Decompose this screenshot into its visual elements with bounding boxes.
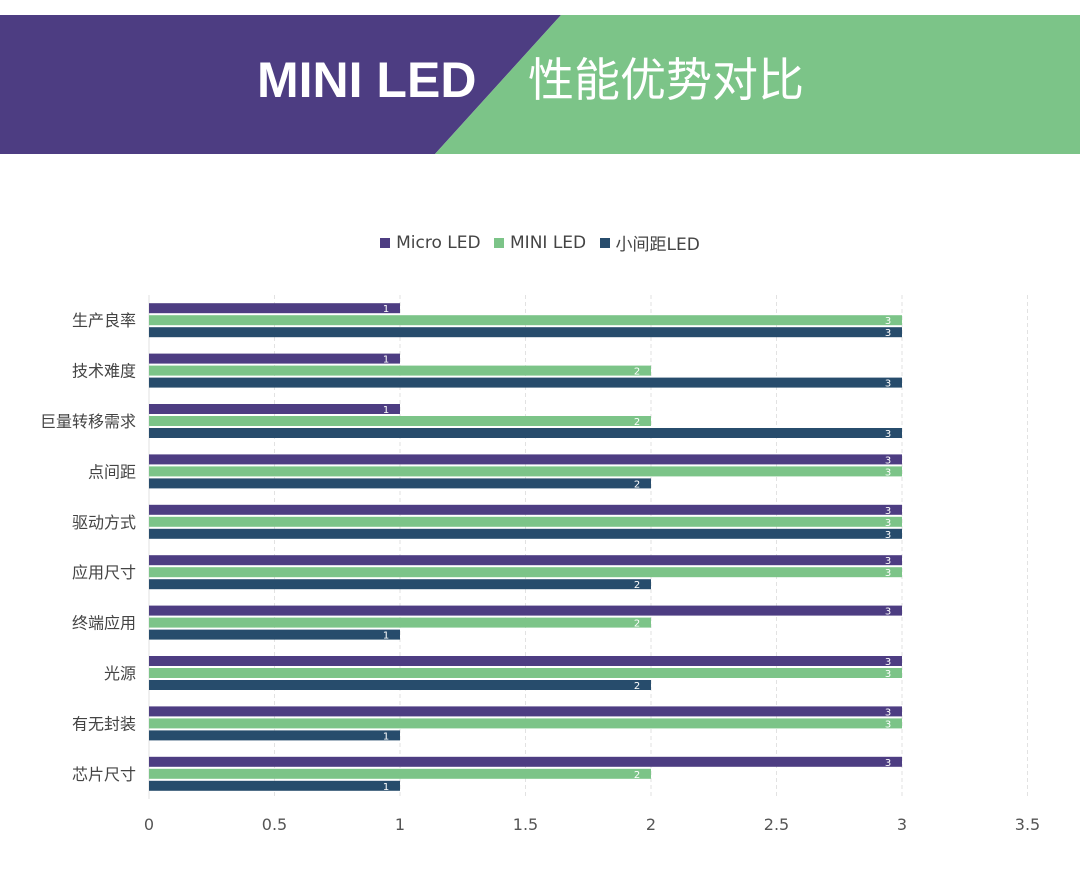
- bar: [149, 377, 902, 388]
- legend-item: 小间距LED: [599, 230, 700, 255]
- header-banner: [0, 15, 1080, 154]
- data-label: 2: [634, 619, 640, 630]
- bar: [149, 617, 651, 628]
- y-category-label: 巨量转移需求: [40, 412, 136, 431]
- bar: [149, 454, 902, 465]
- data-label: 2: [634, 417, 640, 428]
- bar: [149, 365, 651, 376]
- data-label: 3: [885, 657, 891, 668]
- data-label: 1: [383, 405, 389, 416]
- data-label: 2: [634, 580, 640, 591]
- data-label: 3: [885, 316, 891, 327]
- data-label: 3: [885, 467, 891, 478]
- data-label: 3: [885, 669, 891, 680]
- data-label: 3: [885, 758, 891, 769]
- bar: [149, 605, 902, 616]
- bar: [149, 730, 400, 741]
- data-label: 3: [885, 607, 891, 618]
- bar: [149, 768, 651, 779]
- data-label: 1: [383, 782, 389, 793]
- banner-right-panel: [435, 15, 1080, 154]
- bar: [149, 516, 902, 527]
- bar: [149, 327, 902, 338]
- x-tick-label: 3: [897, 815, 907, 834]
- data-label: 1: [383, 631, 389, 642]
- data-label: 3: [885, 506, 891, 517]
- y-category-label: 应用尺寸: [72, 563, 136, 582]
- legend-swatch: [599, 237, 610, 248]
- bar: [149, 579, 651, 590]
- y-category-label: 技术难度: [72, 362, 136, 381]
- bar: [149, 567, 902, 578]
- data-label: 1: [383, 731, 389, 742]
- bar: [149, 303, 400, 314]
- bar: [149, 353, 400, 364]
- data-label: 3: [885, 455, 891, 466]
- chart-legend: Micro LED MINI LED 小间距LED: [0, 230, 1080, 255]
- bar: [149, 416, 651, 426]
- data-label: 2: [634, 367, 640, 378]
- data-label: 3: [885, 379, 891, 390]
- legend-item: MINI LED: [494, 233, 586, 253]
- x-tick-label: 2: [646, 815, 656, 834]
- x-tick-label: 0: [144, 815, 154, 834]
- x-tick-label: 2.5: [764, 815, 789, 834]
- bar: [149, 706, 902, 717]
- bar: [149, 780, 400, 791]
- y-category-label: 生产良率: [72, 311, 136, 330]
- x-tick-label: 0.5: [262, 815, 287, 834]
- bar: [149, 478, 651, 489]
- data-label: 2: [634, 479, 640, 490]
- data-label: 3: [885, 568, 891, 579]
- legend-label: MINI LED: [510, 232, 587, 253]
- data-label: 3: [885, 719, 891, 730]
- bar: [149, 656, 902, 666]
- bar: [149, 756, 902, 767]
- banner-left-panel: [0, 15, 561, 154]
- banner-title-right: 性能优势对比: [528, 53, 804, 107]
- x-tick-label: 1: [395, 815, 405, 834]
- legend-swatch: [494, 237, 505, 248]
- bar: [149, 528, 902, 539]
- data-label: 3: [885, 429, 891, 440]
- data-label: 2: [634, 681, 640, 692]
- bar: [149, 315, 902, 326]
- data-label: 1: [383, 304, 389, 315]
- bar: [149, 404, 400, 414]
- data-label: 3: [885, 328, 891, 339]
- y-category-label: 有无封装: [72, 714, 136, 733]
- bar: [149, 504, 902, 515]
- data-label: 3: [885, 518, 891, 529]
- bar: [149, 680, 651, 690]
- data-label: 3: [885, 556, 891, 567]
- x-tick-label: 1.5: [513, 815, 538, 834]
- legend-label: Micro LED: [396, 232, 481, 253]
- bar: [149, 466, 902, 477]
- bar: [149, 718, 902, 729]
- banner-title-left: MINI LED: [257, 52, 477, 108]
- data-label: 3: [885, 530, 891, 541]
- bar: [149, 555, 902, 566]
- data-label: 3: [885, 707, 891, 718]
- bar: [149, 629, 400, 640]
- x-tick-label: 3.5: [1015, 815, 1040, 834]
- y-category-label: 光源: [104, 664, 136, 683]
- data-label: 2: [634, 770, 640, 781]
- bar: [149, 428, 902, 438]
- legend-item: Micro LED: [380, 232, 481, 253]
- y-category-label: 点间距: [88, 462, 136, 481]
- y-category-label: 芯片尺寸: [72, 765, 136, 784]
- data-label: 1: [383, 355, 389, 366]
- bar: [149, 668, 902, 678]
- y-category-label: 终端应用: [72, 614, 136, 633]
- legend-swatch: [380, 237, 391, 248]
- y-category-label: 驱动方式: [72, 513, 136, 532]
- legend-label: 小间距LED: [615, 235, 700, 255]
